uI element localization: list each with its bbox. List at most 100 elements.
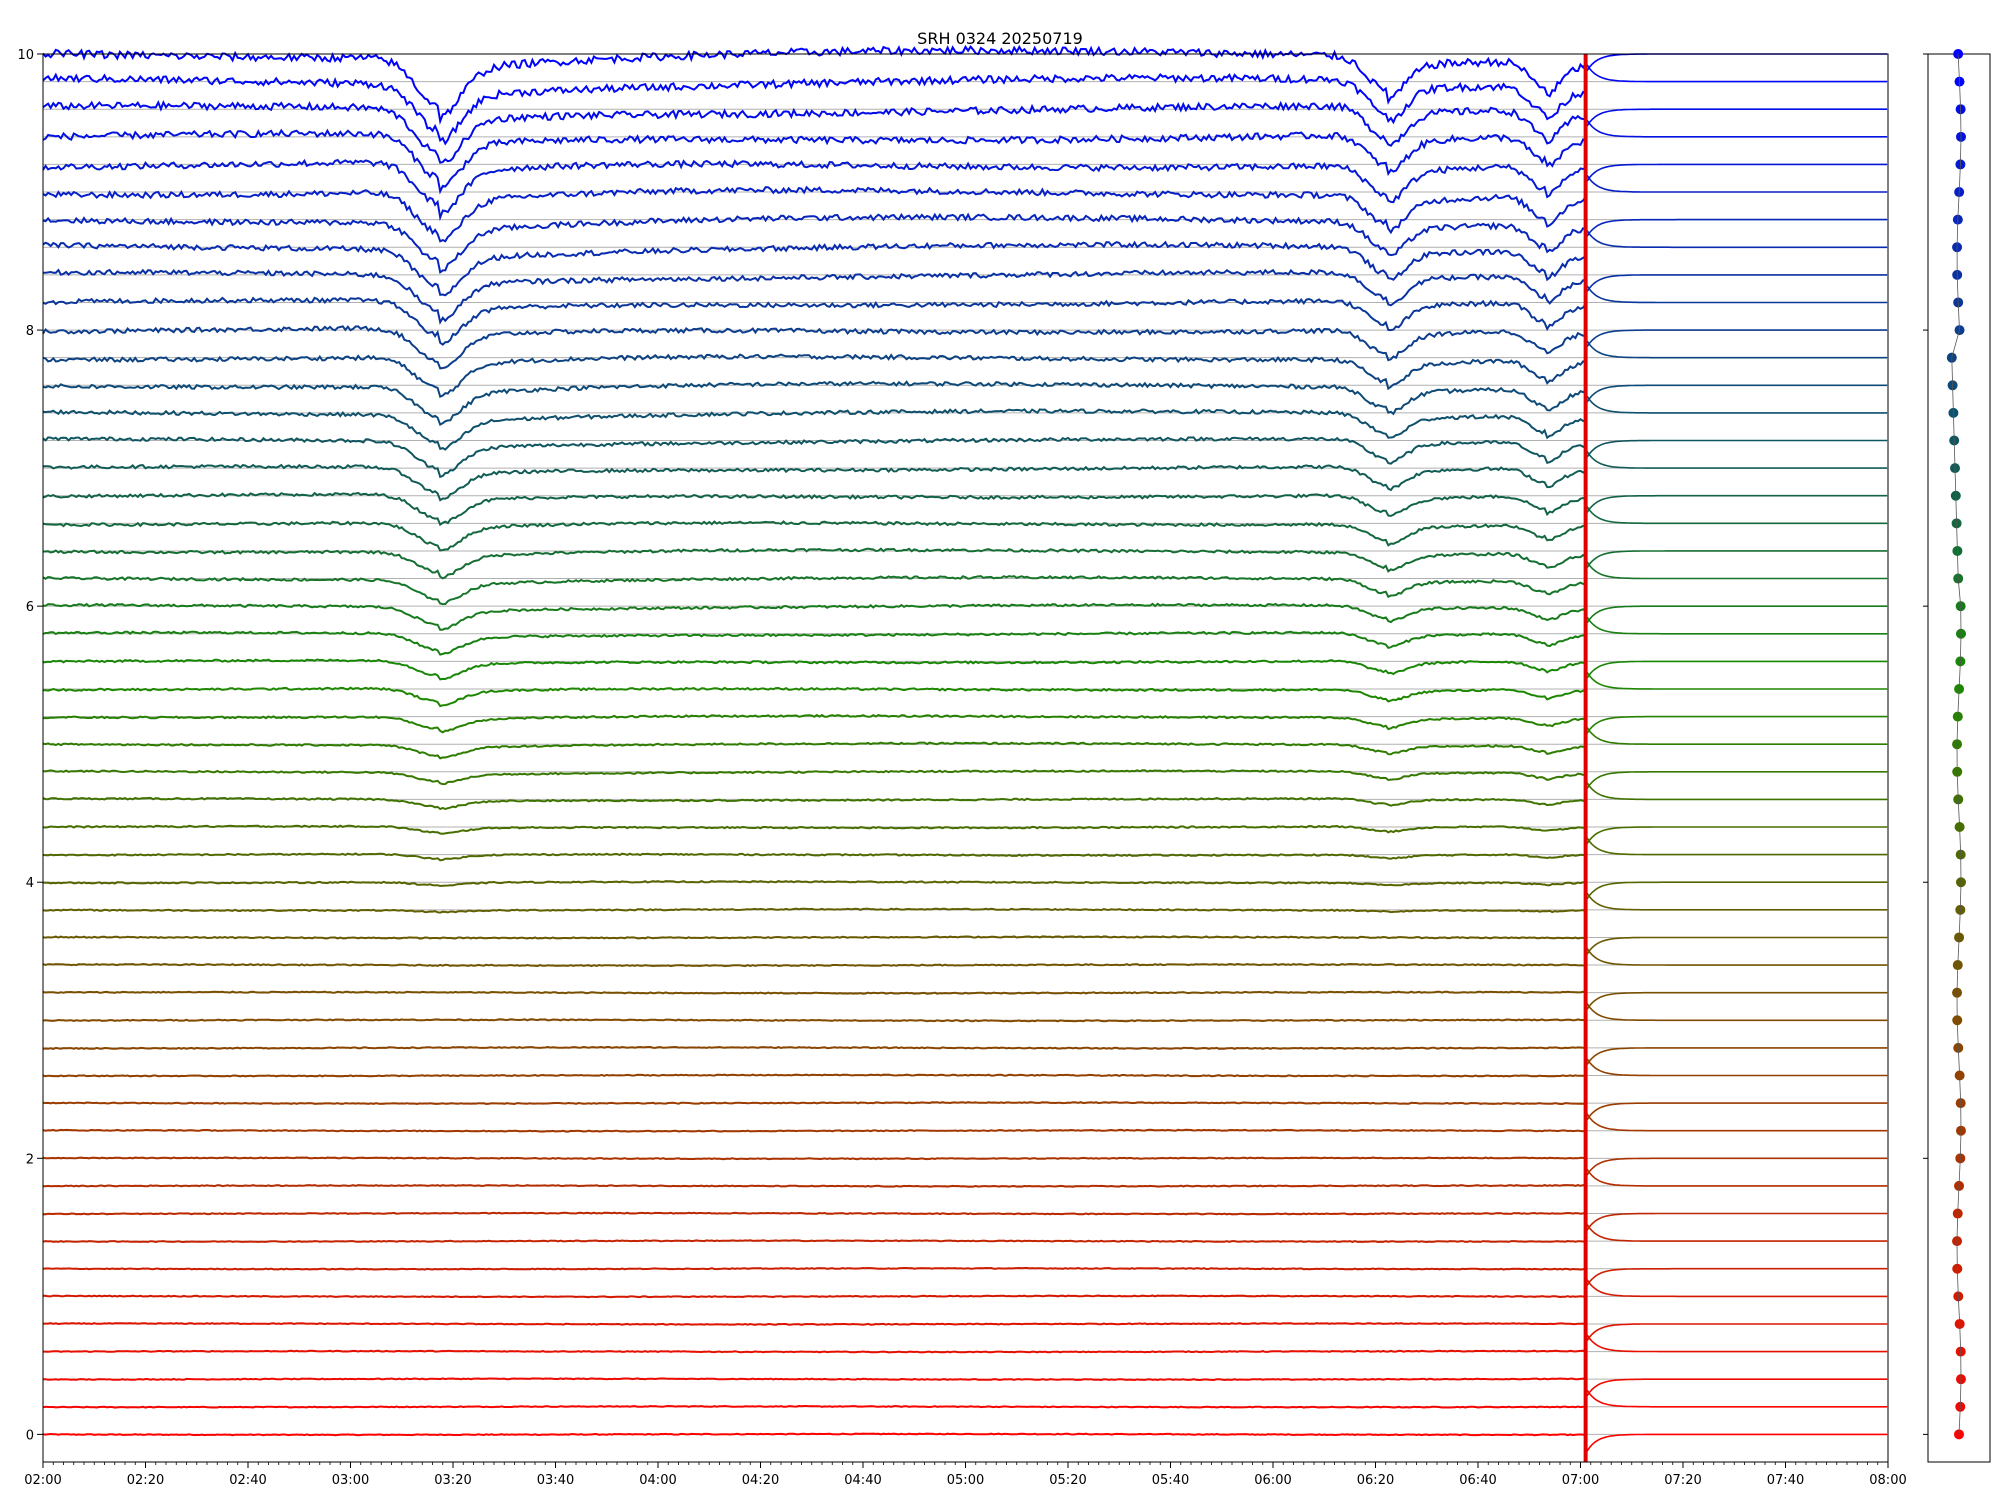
decay-curve [1586,1323,1887,1341]
channel-trace [42,268,1586,325]
decay-curve [1586,605,1887,624]
decay-curve [1586,1102,1887,1121]
channel-trace [43,1294,1586,1299]
x-tick-label: 06:40 [1459,1473,1496,1488]
channel-trace [42,408,1586,451]
channel-trace [42,1211,1586,1216]
channel-trace [42,824,1586,835]
x-tick-label: 04:00 [639,1473,676,1488]
channel-trace [42,380,1587,427]
decay-curve [1586,948,1887,966]
channel-trace [42,907,1587,914]
x-tick-label: 03:20 [434,1473,471,1488]
channel-trace [42,769,1586,786]
x-tick-label: 06:00 [1254,1473,1291,1488]
decay-curve [1586,451,1887,469]
decay-curve [1586,108,1887,127]
channel-trace [42,1045,1586,1050]
channel-trace [42,44,1587,126]
y-tick-label: 2 [26,1152,34,1167]
channel-trace [42,99,1586,164]
decay-curve [1586,1378,1887,1397]
channel-trace [42,1239,1586,1244]
decay-curve [1586,175,1887,193]
x-tick-label: 02:20 [127,1473,164,1488]
decay-curve [1586,218,1887,237]
channel-trace [42,741,1586,760]
x-tick-label: 02:00 [24,1473,61,1488]
y-tick-label: 10 [17,48,34,63]
decay-curve [1586,550,1887,568]
decay-curve [1586,494,1887,513]
channel-trace [42,1404,1586,1409]
channel-trace [42,796,1586,811]
channel-trace [42,463,1587,502]
decay-curve [1586,163,1887,182]
channel-trace [42,1377,1586,1382]
decay-curve [1586,506,1887,525]
plot-frame [42,53,1889,1463]
decay-curve [1586,395,1887,414]
x-tick-label: 05:40 [1152,1473,1189,1488]
decay-curve [1586,1389,1887,1408]
channel-trace [42,212,1586,275]
channel-trace [42,990,1586,995]
x-tick-label: 07:00 [1562,1473,1599,1488]
x-tick-label: 07:20 [1664,1473,1701,1488]
decay-curve [1586,1168,1887,1187]
x-tick-label: 03:00 [332,1473,369,1488]
channel-trace [42,935,1586,940]
decay-curve [1586,119,1887,138]
channel-trace [42,436,1587,479]
channel-trace [42,185,1587,243]
decay-curve [1586,715,1887,734]
decay-curve [1586,1267,1887,1286]
x-tick-label: 04:20 [742,1473,779,1488]
decay-curve [1586,64,1887,83]
y-tick-label: 6 [26,600,34,615]
channel-trace [42,574,1586,606]
channel-trace [42,658,1586,681]
channel-trace [43,1184,1586,1188]
decay-curve [1586,881,1887,900]
decay-curve [1586,727,1887,745]
decay-curve [1586,616,1887,635]
channel-trace [42,1128,1586,1133]
main-plot-area: 02:00 02:20 02:40 03:00 03:20 03:40 04:00 04:20… [17,44,1907,1488]
channel-trace [42,713,1586,734]
channel-trace [42,520,1586,552]
x-tick-label: 07:40 [1767,1473,1804,1488]
decay-curve [1586,782,1887,801]
channel-trace [42,158,1587,222]
side-connector [1951,53,1962,1435]
decay-curve [1586,671,1887,690]
x-tick-label: 08:00 [1869,1473,1906,1488]
channel-trace [42,962,1586,968]
decay-curve [1586,1113,1887,1132]
channel-trace [43,1349,1586,1354]
decay-curve [1586,561,1887,580]
decay-curve [1586,1003,1887,1022]
decay-curve [1586,1047,1887,1065]
side-panel-area [1923,49,1991,1463]
channel-trace [42,240,1587,297]
channel-trace [43,602,1587,631]
channel-trace [42,1156,1586,1161]
side-panel-frame [1927,53,1991,1463]
decay-curve [1586,1224,1887,1242]
channel-trace [42,852,1586,862]
y-tick-label: 8 [26,324,34,339]
decay-curve [1586,285,1887,304]
x-tick-label: 02:40 [229,1473,266,1488]
decay-curve [1586,837,1887,856]
channel-trace [42,1266,1586,1271]
channel-trace [42,880,1586,888]
decay-curve [1586,991,1887,1010]
x-tick-label: 03:40 [537,1473,574,1488]
decay-curve [1586,771,1887,789]
decay-curve [1586,826,1887,845]
decay-curve [1586,439,1887,458]
channel-trace [42,353,1586,398]
decay-curve [1586,660,1887,679]
